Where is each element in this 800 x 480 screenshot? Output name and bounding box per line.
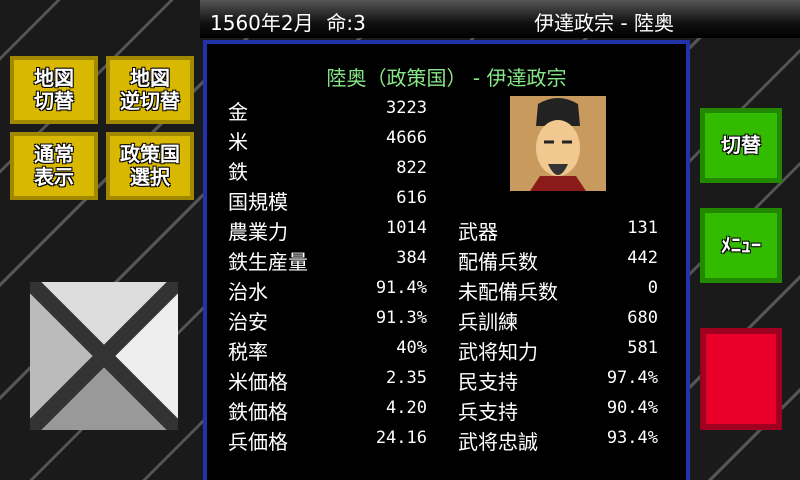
- stat-row: 武器 131: [458, 216, 658, 246]
- stat-row: 武将知力 581: [458, 336, 658, 366]
- portrait-face-icon: [510, 96, 606, 191]
- stat-value: 97.4%: [606, 368, 658, 388]
- stat-row: 武将忠誠 93.4%: [458, 426, 658, 456]
- stat-value: 90.4%: [606, 398, 658, 418]
- stat-value: 581: [627, 338, 658, 358]
- stat-row: 金 3223: [228, 96, 427, 126]
- stat-value: 4.20: [386, 398, 427, 418]
- status-bar: 1560年2月 命:3 伊達政宗 - 陸奥: [200, 0, 800, 38]
- daimyo-name: 伊達政宗 - 陸奥: [534, 11, 674, 35]
- stat-value: 91.3%: [375, 308, 427, 328]
- stat-row: 治水 91.4%: [228, 276, 427, 306]
- stat-label: 武器: [458, 220, 498, 244]
- dpad-x-icon: [24, 276, 184, 436]
- stat-value: 4666: [386, 128, 427, 148]
- stat-value: 93.4%: [606, 428, 658, 448]
- stat-label: 武将忠誠: [458, 430, 538, 454]
- stat-label: 武将知力: [458, 340, 538, 364]
- stat-value: 3223: [386, 98, 427, 118]
- stat-row: 鉄価格 4.20: [228, 396, 427, 426]
- stat-row: 鉄生産量 384: [228, 246, 427, 276]
- stat-label: 民支持: [458, 370, 518, 394]
- stat-label: 治安: [228, 310, 268, 334]
- stat-label: 鉄生産量: [228, 250, 308, 274]
- stat-value: 822: [396, 158, 427, 178]
- policy-country-select-button[interactable]: 政策国 選択: [106, 132, 194, 200]
- stat-label: 米: [228, 130, 248, 154]
- stat-value: 0: [647, 278, 658, 298]
- stat-label: 農業力: [228, 220, 288, 244]
- stat-row: 兵価格 24.16: [228, 426, 427, 456]
- stat-value: 680: [627, 308, 658, 328]
- stat-row: 米 4666: [228, 126, 427, 156]
- stat-row: 農業力 1014: [228, 216, 427, 246]
- stat-label: 米価格: [228, 370, 288, 394]
- stat-row: 兵訓練 680: [458, 306, 658, 336]
- stat-value: 1014: [386, 218, 427, 238]
- stat-row: 鉄 822: [228, 156, 427, 186]
- map-switch-button[interactable]: 地図 切替: [10, 56, 98, 124]
- action-button[interactable]: [700, 328, 782, 430]
- normal-view-button[interactable]: 通常 表示: [10, 132, 98, 200]
- stat-row: 米価格 2.35: [228, 366, 427, 396]
- stat-label: 兵訓練: [458, 310, 518, 334]
- stat-row: 民支持 97.4%: [458, 366, 658, 396]
- stat-value: 384: [396, 248, 427, 268]
- stat-label: 鉄価格: [228, 400, 288, 424]
- stat-row: 国規模 616: [228, 186, 427, 216]
- stat-label: 治水: [228, 280, 268, 304]
- switch-button[interactable]: 切替: [700, 108, 782, 183]
- stat-row: 未配備兵数 0: [458, 276, 658, 306]
- stat-label: 金: [228, 100, 248, 124]
- stat-label: 鉄: [228, 160, 248, 184]
- stat-row: 配備兵数 442: [458, 246, 658, 276]
- panel-title: 陸奥（政策国） - 伊達政宗: [326, 66, 567, 90]
- stat-label: 未配備兵数: [458, 280, 558, 304]
- date: 1560年2月: [210, 11, 314, 35]
- stat-value: 131: [627, 218, 658, 238]
- stat-row: 兵支持 90.4%: [458, 396, 658, 426]
- stat-label: 税率: [228, 340, 268, 364]
- date-lives: 1560年2月 命:3: [210, 7, 366, 36]
- dpad[interactable]: [24, 276, 184, 436]
- country-info-panel: 陸奥（政策国） - 伊達政宗 金 3223 米 4666 鉄 822 国規模 616 農業力 10…: [203, 40, 690, 480]
- stat-value: 40%: [396, 338, 427, 358]
- stat-label: 国規模: [228, 190, 288, 214]
- stat-label: 兵支持: [458, 400, 518, 424]
- stat-row: 税率 40%: [228, 336, 427, 366]
- stat-value: 91.4%: [375, 278, 427, 298]
- stat-value: 442: [627, 248, 658, 268]
- stat-label: 兵価格: [228, 430, 288, 454]
- stat-label: 配備兵数: [458, 250, 538, 274]
- stat-row: 治安 91.3%: [228, 306, 427, 336]
- menu-button[interactable]: ﾒﾆｭｰ: [700, 208, 782, 283]
- stat-value: 2.35: [386, 368, 427, 388]
- lives: 命:3: [326, 11, 366, 35]
- map-reverse-switch-button[interactable]: 地図 逆切替: [106, 56, 194, 124]
- stat-value: 616: [396, 188, 427, 208]
- stat-value: 24.16: [375, 428, 427, 448]
- daimyo-portrait: [510, 96, 606, 191]
